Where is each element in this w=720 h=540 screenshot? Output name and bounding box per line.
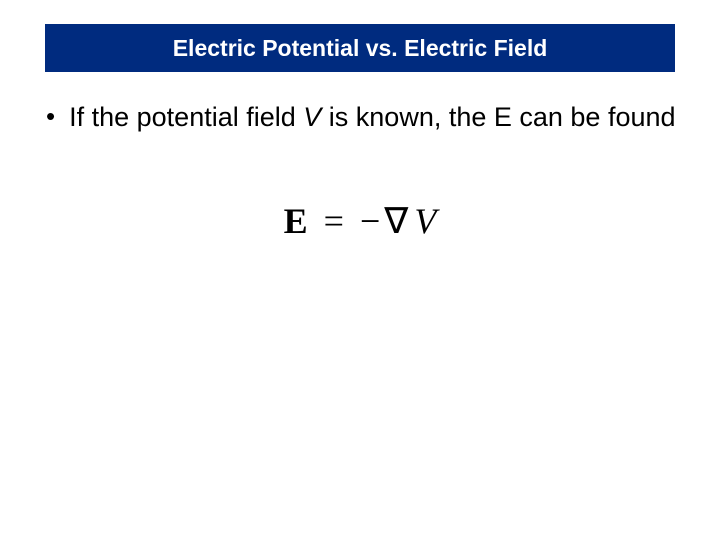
bullet-marker: •: [46, 100, 55, 134]
bullet-text-part2: is known, the E can be found: [321, 102, 675, 132]
nabla-icon: ∇: [384, 200, 408, 242]
equation-V: V: [414, 200, 436, 242]
bullet-text-part1: If the potential field: [69, 102, 303, 132]
variable-V: V: [303, 102, 321, 132]
equation-E: E: [284, 200, 308, 242]
slide-body: • If the potential field V is known, the…: [42, 100, 678, 135]
slide-title: Electric Potential vs. Electric Field: [173, 35, 548, 62]
title-bar: Electric Potential vs. Electric Field: [45, 24, 675, 72]
equation-rhs: − ∇ V: [360, 200, 436, 242]
slide: Electric Potential vs. Electric Field • …: [0, 0, 720, 540]
bullet-item: • If the potential field V is known, the…: [42, 100, 678, 135]
equation-container: E = − ∇ V: [0, 200, 720, 242]
equation-minus: −: [360, 200, 380, 242]
equation-equals: =: [324, 200, 344, 242]
equation: E = − ∇ V: [284, 200, 437, 242]
bullet-text: If the potential field V is known, the E…: [69, 100, 675, 135]
